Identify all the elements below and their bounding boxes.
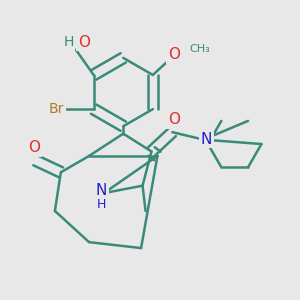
Text: CH₃: CH₃	[189, 44, 210, 54]
Text: H: H	[63, 35, 74, 49]
Text: N: N	[96, 183, 107, 198]
Text: Br: Br	[49, 102, 64, 116]
Text: N: N	[201, 131, 212, 146]
Text: H: H	[97, 198, 106, 211]
Text: O: O	[78, 35, 90, 50]
Text: O: O	[168, 47, 180, 62]
Text: O: O	[168, 112, 180, 127]
Text: O: O	[28, 140, 40, 155]
